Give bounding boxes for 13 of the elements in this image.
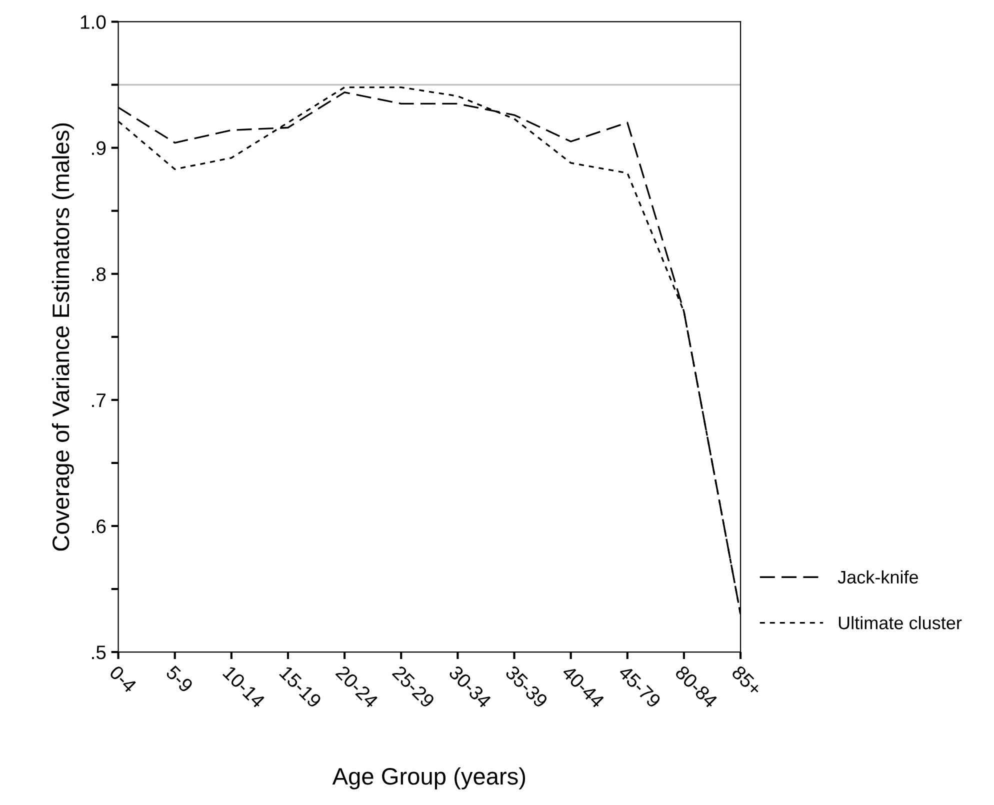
y-tick-label: .8	[92, 267, 106, 282]
y-tick-label: .5	[92, 646, 106, 660]
y-axis-title: Coverage of Variance Estimators (males)	[52, 123, 74, 551]
y-tick-label: .6	[92, 519, 106, 534]
y-tick-label: .9	[92, 141, 106, 156]
x-axis-title: Age Group (years)	[332, 767, 526, 790]
legend-label: Ultimate cluster	[838, 616, 962, 630]
x-tick-label: 0-4	[108, 664, 138, 694]
y-tick-label: 1.0	[80, 15, 106, 29]
y-tick-label: .7	[92, 394, 106, 407]
x-tick-label: 5-9	[165, 664, 194, 694]
legend-label: Jack-knife	[838, 570, 918, 584]
x-tick-label: 85+	[731, 664, 763, 697]
